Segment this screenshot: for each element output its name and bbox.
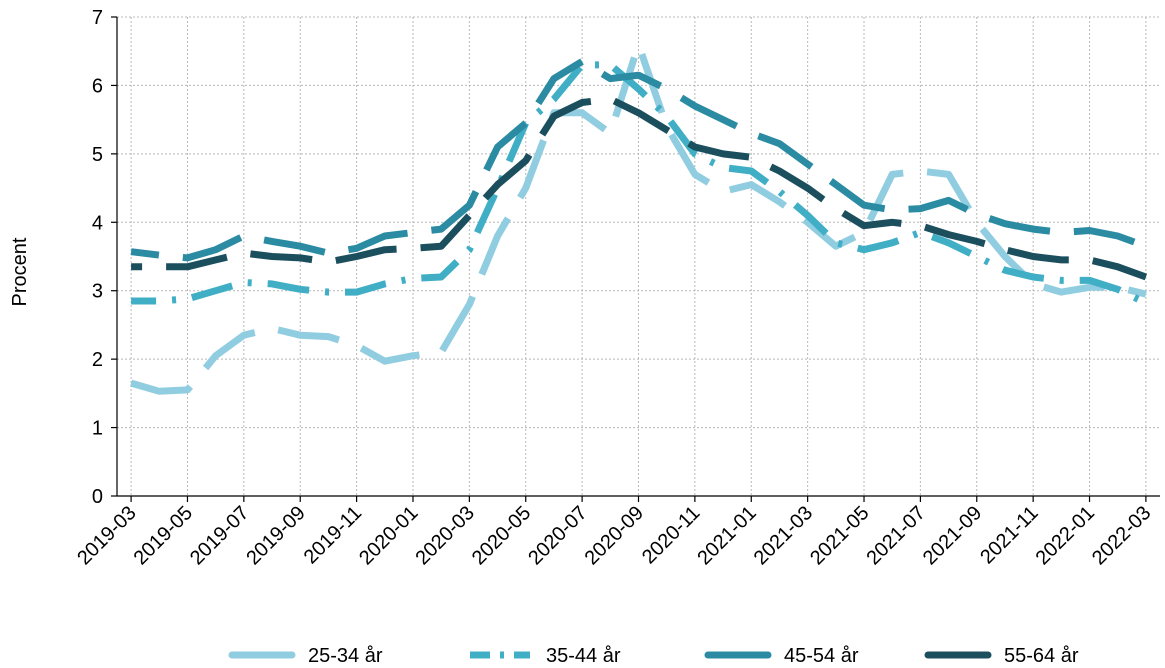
x-tick-label: 2021-07	[862, 502, 929, 569]
series-line-4	[131, 95, 1148, 281]
y-tick-label: 5	[92, 144, 103, 166]
series-line-1	[130, 40, 1147, 395]
x-tick-label: 2022-01	[1032, 502, 1099, 569]
legend-label-4: 55-64 år	[1004, 645, 1079, 667]
x-tick-label: 2020-07	[524, 502, 591, 569]
y-tick-label: 0	[92, 486, 103, 508]
y-tick-label: 7	[92, 7, 103, 29]
legend-label-3: 45-54 år	[784, 645, 859, 667]
x-tick-label: 2020-03	[411, 502, 478, 569]
series-layer	[130, 40, 1148, 395]
x-tick-label: 2021-03	[750, 502, 817, 569]
x-tick-label: 2020-11	[638, 502, 704, 568]
x-tick-label: 2019-07	[186, 502, 253, 569]
axes-layer: 0 1 2 3 4 5 6 7 2019-032019-052019-072019-092019…	[73, 7, 1160, 569]
x-tick-label: 2019-09	[242, 502, 309, 569]
x-tick-label: 2021-01	[693, 502, 760, 569]
legend: 25-34 år 35-44 år 45-54 år 55-64 år	[228, 645, 1079, 667]
y-tick-label: 1	[92, 418, 103, 440]
x-tick-label: 2022-03	[1088, 502, 1155, 569]
x-tick-label: 2020-09	[581, 502, 648, 569]
x-tick-label: 2021-05	[806, 502, 873, 569]
y-tick-label: 4	[92, 212, 103, 234]
legend-label-2: 35-44 år	[546, 645, 621, 667]
y-tick-label: 6	[92, 75, 103, 97]
x-tick-label: 2020-01	[355, 502, 422, 569]
series-line-3	[130, 58, 1148, 262]
x-tick-label: 2019-03	[73, 502, 140, 569]
x-tick-label: 2021-11	[976, 502, 1042, 568]
series-line-2	[131, 61, 1148, 307]
x-tick-label: 2019-11	[300, 502, 366, 568]
y-axis-title: Procent	[9, 237, 31, 306]
y-tick-label: 3	[92, 281, 103, 303]
x-tick-label: 2020-05	[468, 502, 535, 569]
y-tick-label: 2	[92, 349, 103, 371]
x-tick-label: 2019-05	[130, 502, 197, 569]
x-tick-label: 2021-09	[919, 502, 986, 569]
legend-label-1: 25-34 år	[308, 645, 383, 667]
